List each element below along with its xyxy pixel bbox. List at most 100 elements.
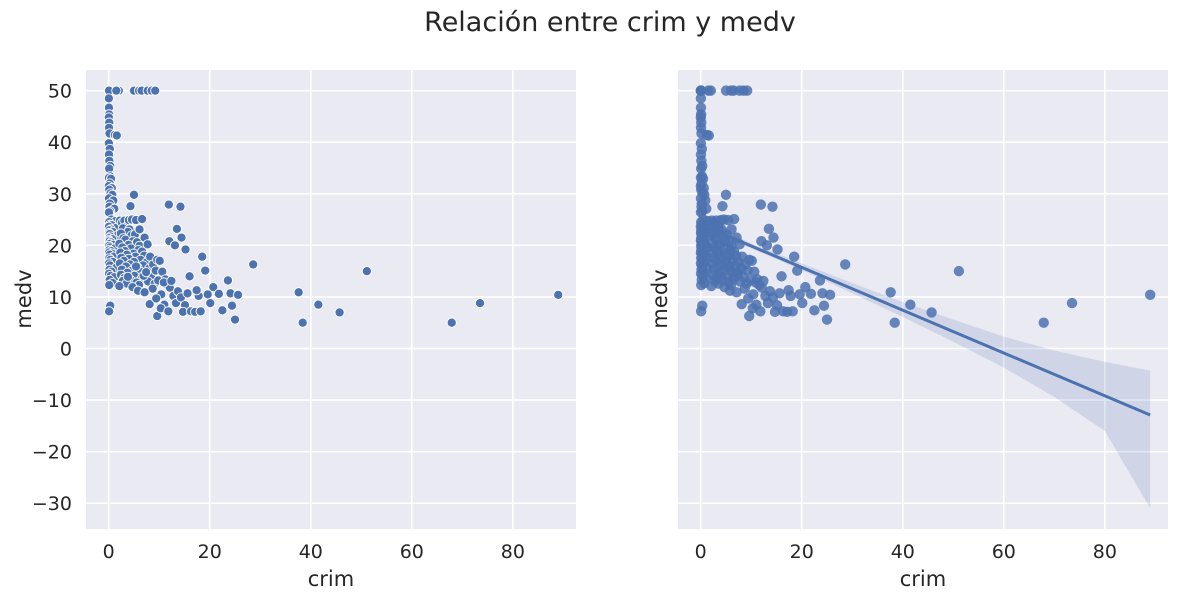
x-tick-label: 0 — [695, 541, 707, 563]
scatter-point — [772, 244, 783, 255]
scatter-point — [111, 85, 122, 96]
y-tick-label: 10 — [48, 287, 72, 309]
scatter-point — [163, 306, 174, 317]
scatter-point — [208, 282, 219, 293]
right-x-tick-labels: 0 20 40 60 80 — [695, 541, 1117, 563]
scatter-point — [213, 288, 224, 299]
scatter-point — [774, 288, 785, 299]
scatter-point — [191, 285, 202, 296]
scatter-point — [776, 271, 787, 282]
y-tick-label: −10 — [32, 390, 72, 412]
scatter-point — [1038, 317, 1049, 328]
right-y-axis-label: medv — [648, 269, 672, 328]
scatter-point — [794, 289, 805, 300]
right-scatter-points — [695, 85, 1156, 328]
scatter-point — [248, 259, 259, 270]
scatter-point — [142, 239, 153, 250]
scatter-point — [805, 288, 817, 300]
scatter-point — [840, 259, 851, 270]
y-tick-label: 20 — [48, 235, 72, 257]
scatter-point — [739, 283, 750, 294]
x-tick-label: 80 — [501, 541, 525, 563]
scatter-point — [1145, 289, 1156, 301]
scatter-point — [150, 85, 161, 96]
scatter-point — [889, 317, 900, 328]
scatter-point — [175, 201, 186, 212]
scatter-point — [180, 244, 191, 255]
scatter-point — [141, 267, 152, 278]
y-tick-label: −30 — [32, 493, 72, 515]
scatter-point — [205, 298, 216, 309]
scatter-point — [755, 199, 767, 210]
x-tick-label: 60 — [992, 541, 1016, 563]
scatter-point — [696, 279, 707, 291]
scatter-point — [184, 271, 195, 282]
right-x-axis-label: crim — [900, 567, 946, 591]
scatter-point — [821, 314, 833, 325]
scatter-point — [732, 266, 744, 278]
left-subplot: −30 −20 −10 0 10 20 30 40 50 0 20 40 60 80 crim medv — [12, 70, 576, 591]
confidence-band — [700, 220, 1151, 509]
figure-suptitle: Relación entre crim y medv — [424, 7, 796, 38]
scatter-point — [361, 266, 372, 277]
y-tick-label: 30 — [48, 184, 72, 206]
scatter-point — [166, 275, 177, 286]
scatter-point — [755, 306, 766, 317]
scatter-point — [139, 287, 150, 298]
scatter-point — [233, 289, 244, 300]
left-gridlines — [86, 70, 576, 529]
x-tick-label: 80 — [1093, 541, 1117, 563]
scatter-point — [797, 297, 808, 309]
scatter-point — [182, 288, 193, 299]
scatter-point — [769, 306, 781, 318]
scatter-point — [731, 287, 742, 298]
scatter-point — [446, 317, 457, 328]
scatter-point — [125, 201, 136, 212]
scatter-point — [767, 201, 778, 212]
x-tick-label: 40 — [299, 541, 323, 563]
y-tick-label: 0 — [60, 338, 72, 360]
scatter-point — [743, 293, 754, 304]
scatter-point — [726, 224, 737, 235]
scatter-point — [768, 232, 779, 243]
scatter-point — [114, 281, 125, 292]
scatter-point — [195, 306, 206, 317]
scatter-point — [197, 251, 208, 262]
scatter-point — [763, 223, 775, 235]
scatter-point — [217, 305, 228, 316]
scatter-point — [128, 189, 140, 200]
scatter-point — [788, 251, 800, 262]
scatter-point — [104, 306, 115, 317]
scatter-point — [717, 200, 728, 212]
left-scatter-points — [103, 85, 564, 328]
scatter-point — [818, 300, 830, 311]
left-x-axis-label: crim — [308, 567, 354, 591]
scatter-point — [758, 275, 769, 287]
regression-line — [700, 223, 1151, 417]
scatter-point — [885, 287, 896, 298]
scatter-point — [297, 317, 308, 328]
left-plot-area — [86, 70, 576, 529]
scatter-point — [824, 289, 836, 301]
x-tick-label: 20 — [198, 541, 222, 563]
scatter-point — [176, 232, 187, 243]
left-y-axis-label: medv — [12, 269, 36, 328]
scatter-point — [334, 307, 345, 318]
scatter-point — [229, 314, 241, 325]
scatter-point — [313, 299, 324, 310]
scatter-point — [742, 85, 753, 96]
scatter-point — [761, 240, 773, 251]
scatter-point — [200, 265, 211, 276]
scatter-point — [926, 307, 937, 318]
scatter-point — [695, 85, 707, 96]
scatter-point — [122, 271, 133, 282]
scatter-point — [746, 255, 757, 267]
scatter-point — [695, 93, 707, 104]
scatter-point — [703, 130, 715, 141]
scatter-point — [722, 261, 734, 272]
scatter-point — [222, 275, 233, 286]
scatter-point — [169, 240, 180, 251]
scatter-point — [953, 265, 965, 277]
scatter-point — [1066, 297, 1078, 309]
scatter-point — [553, 289, 564, 300]
